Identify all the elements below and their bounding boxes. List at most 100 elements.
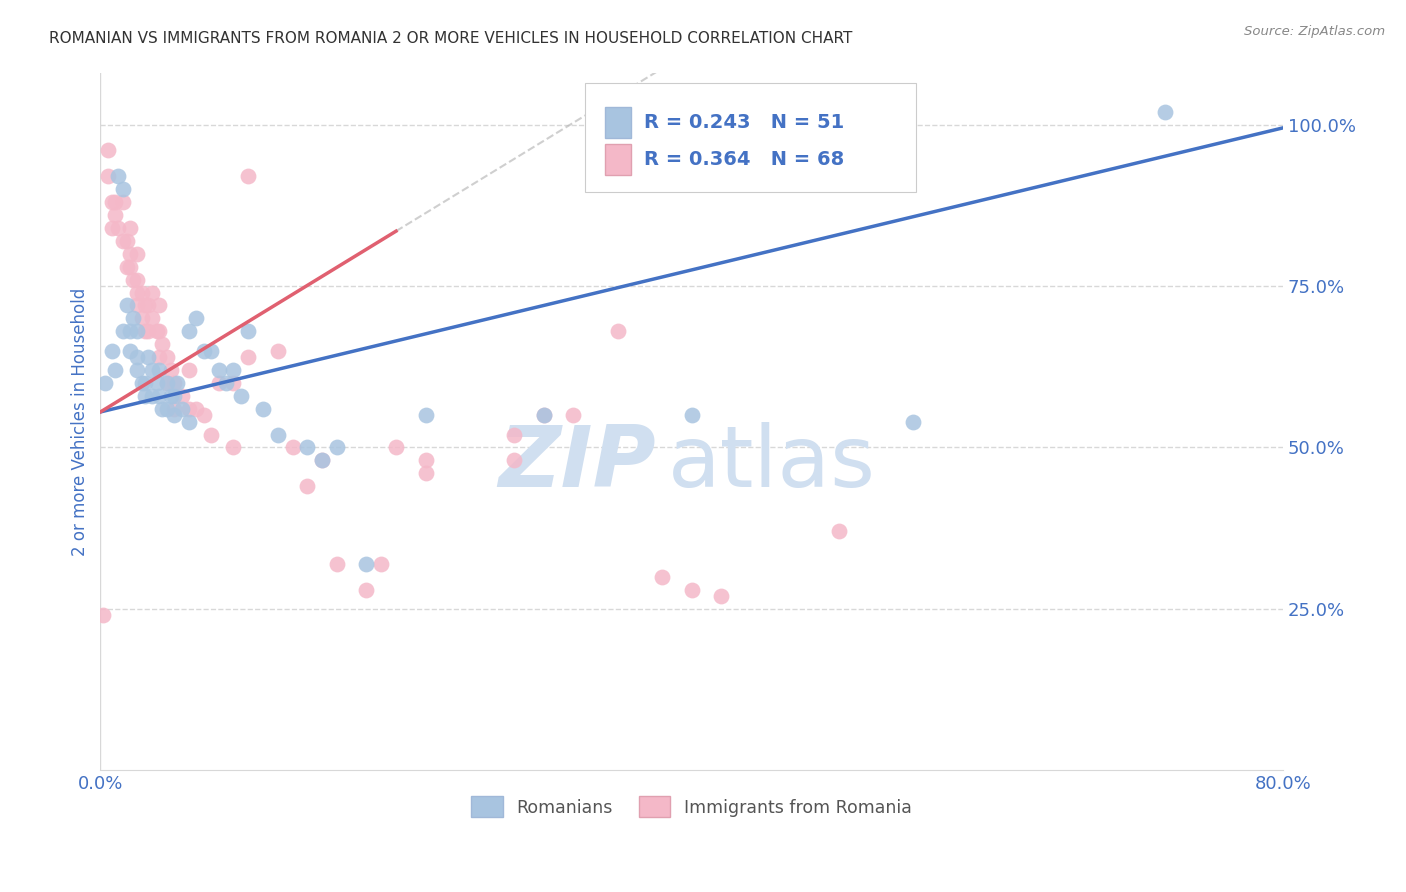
Point [156, 376, 179, 390]
Point [97, 169, 120, 184]
Point [127, 285, 149, 300]
Point [134, 376, 156, 390]
Text: ZIP: ZIP [499, 422, 657, 505]
Point [115, 298, 138, 312]
Point [127, 363, 149, 377]
Point [1153, 104, 1175, 119]
Point [131, 285, 153, 300]
Point [281, 441, 304, 455]
Point [160, 389, 183, 403]
FancyBboxPatch shape [606, 144, 631, 176]
Point [238, 350, 260, 364]
Point [148, 389, 170, 403]
Point [356, 582, 378, 597]
Point [101, 221, 124, 235]
Point [415, 408, 437, 422]
Point [415, 453, 437, 467]
Point [356, 557, 378, 571]
Point [101, 343, 124, 358]
Text: R = 0.364   N = 68: R = 0.364 N = 68 [644, 150, 845, 169]
Point [141, 285, 163, 300]
Point [127, 324, 149, 338]
Point [156, 401, 179, 416]
Point [91, 608, 114, 623]
Point [828, 524, 851, 539]
Point [111, 234, 134, 248]
Point [111, 195, 134, 210]
Point [118, 260, 141, 274]
Point [148, 363, 170, 377]
Point [141, 311, 163, 326]
Point [267, 427, 290, 442]
Point [311, 453, 333, 467]
Point [415, 467, 437, 481]
Point [136, 350, 159, 364]
Point [215, 376, 238, 390]
Point [127, 272, 149, 286]
Point [606, 324, 628, 338]
Point [107, 169, 129, 184]
Point [710, 589, 733, 603]
Point [297, 479, 319, 493]
Point [177, 415, 200, 429]
Point [111, 324, 134, 338]
Point [136, 298, 159, 312]
Point [104, 208, 127, 222]
Point [136, 324, 159, 338]
Point [170, 401, 193, 416]
Point [115, 260, 138, 274]
Point [533, 408, 555, 422]
Point [186, 401, 208, 416]
Point [134, 324, 156, 338]
Point [222, 376, 245, 390]
Point [370, 557, 392, 571]
Point [193, 343, 215, 358]
Point [104, 363, 127, 377]
Text: R = 0.243   N = 51: R = 0.243 N = 51 [644, 112, 845, 132]
Point [252, 401, 274, 416]
Text: atlas: atlas [668, 422, 876, 505]
Text: Source: ZipAtlas.com: Source: ZipAtlas.com [1244, 25, 1385, 38]
Point [104, 195, 127, 210]
Point [311, 453, 333, 467]
Point [166, 376, 188, 390]
Point [127, 298, 149, 312]
Point [193, 408, 215, 422]
Point [186, 311, 208, 326]
Point [903, 415, 925, 429]
Point [122, 272, 145, 286]
Point [503, 427, 526, 442]
FancyBboxPatch shape [606, 107, 631, 138]
Point [238, 169, 260, 184]
Point [122, 311, 145, 326]
Point [163, 389, 186, 403]
Point [681, 582, 703, 597]
Point [156, 376, 179, 390]
Point [170, 389, 193, 403]
Point [385, 441, 408, 455]
Legend: Romanians, Immigrants from Romania: Romanians, Immigrants from Romania [464, 789, 920, 824]
Point [134, 298, 156, 312]
Text: ROMANIAN VS IMMIGRANTS FROM ROMANIA 2 OR MORE VEHICLES IN HOUSEHOLD CORRELATION : ROMANIAN VS IMMIGRANTS FROM ROMANIA 2 OR… [49, 31, 852, 46]
Point [115, 234, 138, 248]
Point [222, 363, 245, 377]
Point [238, 324, 260, 338]
Point [163, 401, 186, 416]
Point [156, 350, 179, 364]
Point [107, 221, 129, 235]
Point [148, 350, 170, 364]
Point [118, 221, 141, 235]
Point [127, 247, 149, 261]
Point [94, 376, 117, 390]
Point [229, 389, 252, 403]
Point [131, 311, 153, 326]
Point [200, 343, 222, 358]
Point [131, 376, 153, 390]
Point [145, 324, 167, 338]
Point [148, 298, 170, 312]
Point [163, 408, 186, 422]
Point [118, 343, 141, 358]
Point [177, 363, 200, 377]
FancyBboxPatch shape [585, 84, 917, 192]
Point [127, 350, 149, 364]
